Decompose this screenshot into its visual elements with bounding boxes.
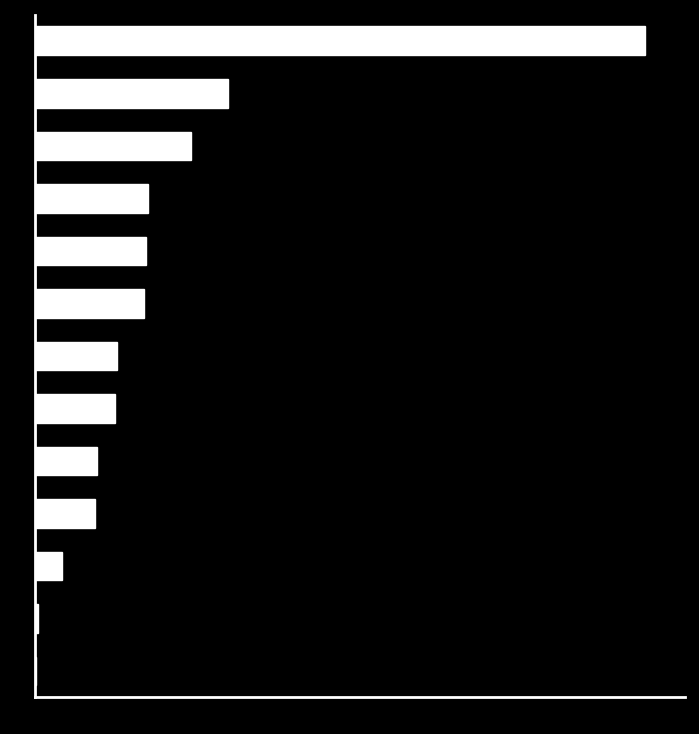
Bar [35,289,144,318]
Bar [35,79,229,108]
Bar [35,446,96,476]
Bar [35,394,115,423]
Bar [35,131,192,161]
Bar [35,26,645,55]
Bar [35,341,117,371]
Bar [35,551,62,581]
Bar [35,604,38,633]
Bar [35,236,146,266]
Bar [35,184,148,213]
Bar [35,657,36,686]
Bar [35,499,94,528]
